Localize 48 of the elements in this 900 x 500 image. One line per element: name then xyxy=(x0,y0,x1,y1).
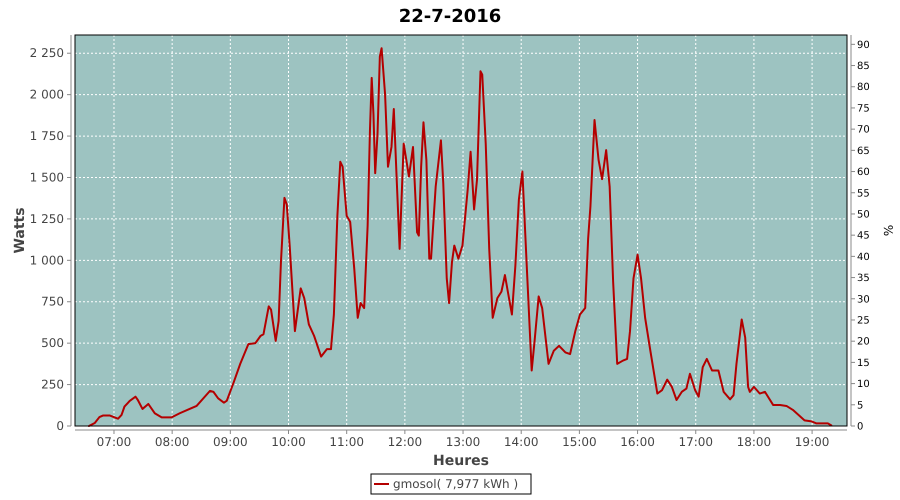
x-tick-label: 16:00 xyxy=(620,435,655,449)
x-tick-label: 13:00 xyxy=(446,435,480,449)
x-tick-label: 19:00 xyxy=(794,435,830,449)
y2-tick-label: 10 xyxy=(857,379,870,390)
chart-title: 22-7-2016 xyxy=(398,6,502,27)
y2-axis-title: % xyxy=(881,224,895,236)
x-tick-label: 15:00 xyxy=(562,435,597,449)
x-tick-label: 07:00 xyxy=(96,435,132,449)
x-tick-label: 08:00 xyxy=(154,435,190,449)
y-axis-title: Watts xyxy=(12,207,28,254)
y2-tick-label: 40 xyxy=(857,252,870,263)
x-tick-label: 14:00 xyxy=(504,435,539,449)
y2-tick-label: 15 xyxy=(857,358,870,369)
y2-tick-label: 35 xyxy=(857,273,870,284)
y-tick-label: 750 xyxy=(41,294,64,309)
y-tick-label: 500 xyxy=(41,336,64,350)
y-tick-label: 2 000 xyxy=(30,88,64,102)
x-axis-title: Heures xyxy=(433,453,489,469)
y2-tick-label: 30 xyxy=(857,294,870,306)
line-series xyxy=(88,47,832,427)
y-tick-label: 1 250 xyxy=(30,212,64,226)
x-tick-label: 18:00 xyxy=(736,435,772,449)
y2-tick-label: 45 xyxy=(857,230,870,242)
y2-tick-label: 65 xyxy=(857,146,870,157)
y2-tick-label: 5 xyxy=(857,400,864,412)
y-tick-label: 1 000 xyxy=(30,253,64,268)
y-tick-label: 1 500 xyxy=(30,170,64,184)
y2-tick-label: 55 xyxy=(857,188,870,200)
y2-tick-label: 60 xyxy=(857,167,870,178)
x-tick-label: 12:00 xyxy=(388,435,422,449)
y2-tick-label: 80 xyxy=(857,82,870,94)
x-tick-label: 17:00 xyxy=(678,435,714,449)
y-tick-label: 1 750 xyxy=(30,129,64,144)
y2-tick-label: 85 xyxy=(857,61,870,72)
y2-tick-label: 50 xyxy=(857,209,870,220)
x-tick-label: 09:00 xyxy=(213,435,248,449)
x-tick-label: 11:00 xyxy=(329,435,364,449)
y2-tick-label: 20 xyxy=(857,336,870,348)
y-tick-label: 2 250 xyxy=(30,46,64,60)
y2-tick-label: 75 xyxy=(857,103,870,114)
x-tick-label: 10:00 xyxy=(271,435,306,449)
y-tick-label: 250 xyxy=(41,378,64,392)
legend-label: gmosol( 7,977 kWh ) xyxy=(393,477,518,491)
y2-tick-label: 70 xyxy=(857,124,870,136)
y2-tick-label: 90 xyxy=(857,40,870,51)
y-tick-label: 0 xyxy=(56,419,64,433)
y2-tick-label: 25 xyxy=(857,315,870,326)
y2-tick-label: 0 xyxy=(857,422,864,432)
